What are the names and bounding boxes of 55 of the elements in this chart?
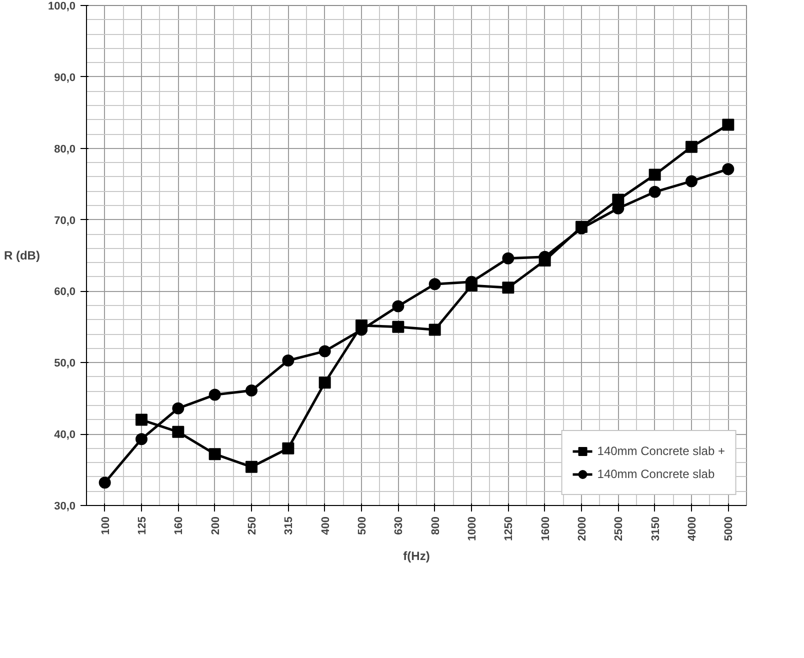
point <box>136 433 148 446</box>
x-tick-label: 500 <box>356 516 368 535</box>
legend-label: 140mm Concrete slab + <box>597 444 725 458</box>
point <box>282 354 294 366</box>
y-tick-label: 80,0 <box>54 143 76 156</box>
point <box>208 448 221 460</box>
y-tick-label: 70,0 <box>54 214 76 227</box>
y-tick-label: 90,0 <box>54 72 76 84</box>
y-tick-label: 30,0 <box>54 500 76 512</box>
x-tick-label: 160 <box>173 516 186 535</box>
x-tick-label: 250 <box>246 516 258 535</box>
x-tick-label: 1600 <box>540 516 552 541</box>
x-axis-title: f(Hz) <box>403 548 430 563</box>
y-tick-label: 60,0 <box>54 286 76 298</box>
x-tick-label: 400 <box>320 516 332 535</box>
x-tick-label: 200 <box>210 516 222 535</box>
x-tick-label: 4000 <box>686 516 698 541</box>
point <box>722 118 734 131</box>
x-tick-label: 2500 <box>613 516 626 541</box>
x-tick-label: 125 <box>136 516 148 535</box>
point <box>392 300 404 312</box>
point <box>428 278 441 290</box>
point <box>282 442 294 454</box>
point <box>318 376 331 389</box>
y-tick-label: 100,0 <box>48 0 76 12</box>
x-tick-label: 3150 <box>650 516 662 541</box>
y-tick-label: 40,0 <box>54 429 76 442</box>
y-axis-title: R (dB) <box>4 248 40 262</box>
point <box>428 324 441 336</box>
x-tick-label: 2000 <box>576 516 588 541</box>
point <box>172 402 184 414</box>
point <box>318 345 331 358</box>
point <box>686 140 698 153</box>
x-tick-label: 630 <box>393 516 406 535</box>
point <box>392 320 404 333</box>
x-tick-label: 800 <box>430 516 442 535</box>
y-tick-label: 50,0 <box>54 358 76 370</box>
x-tick-label: 315 <box>283 516 296 535</box>
point <box>136 414 148 426</box>
x-tick-label: 1250 <box>503 516 516 541</box>
point <box>648 186 661 198</box>
point <box>172 426 184 438</box>
x-tick-label: 1000 <box>466 516 478 541</box>
x-tick-label: 100 <box>100 516 112 535</box>
point <box>686 175 698 188</box>
x-tick-label: 5000 <box>723 516 736 541</box>
point <box>246 384 258 396</box>
point <box>648 168 661 181</box>
point <box>246 460 258 473</box>
point <box>502 252 514 264</box>
point <box>98 476 111 489</box>
point <box>722 163 734 176</box>
point <box>208 388 221 401</box>
point <box>502 282 514 294</box>
legend-label: 140mm Concrete slab <box>597 467 715 481</box>
